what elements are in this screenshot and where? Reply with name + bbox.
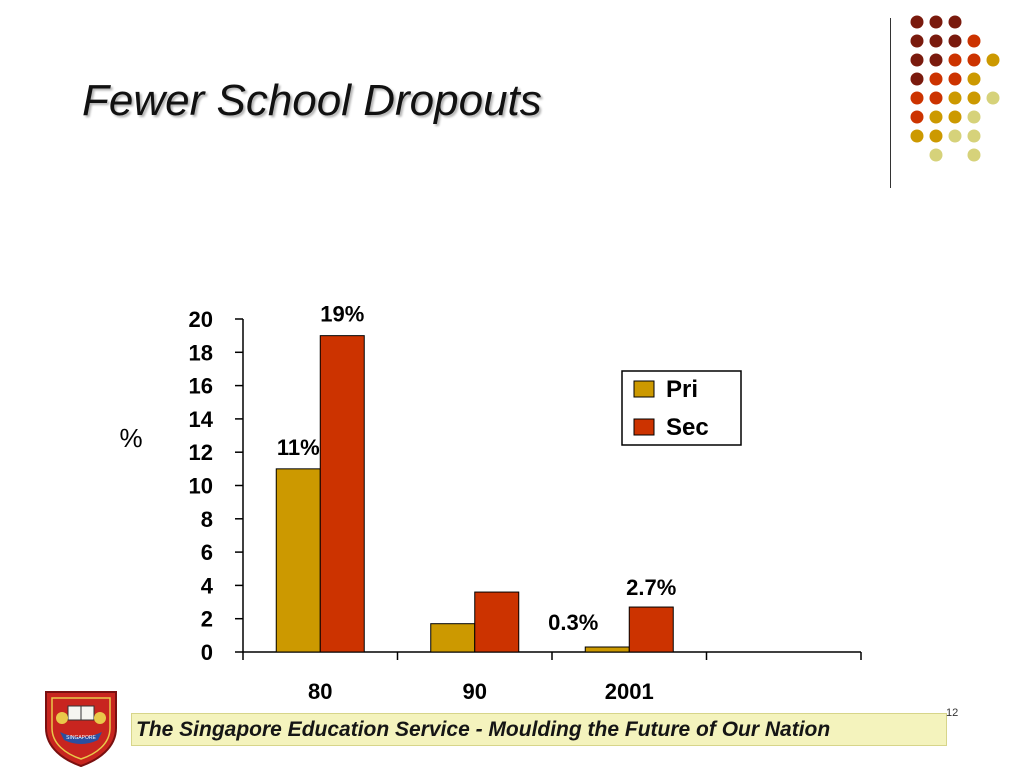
legend-swatch-pri [633,380,655,398]
decorative-dot [967,129,981,143]
decorative-dot [948,15,962,29]
singapore-education-crest-logo: SINGAPORE [45,691,117,768]
y-tick-label: 0 [201,640,213,665]
decorative-dot [929,72,943,86]
legend: Pri Sec [621,370,742,446]
slide-number: 12 [946,707,959,719]
decorative-dot [967,148,981,162]
y-tick-label: 6 [201,540,213,565]
decorative-dot [910,129,924,143]
decorative-dot [986,53,1000,67]
decorative-dot [929,34,943,48]
decorative-dot [910,34,924,48]
y-axis-label: % [119,423,142,453]
title-divider [890,18,891,188]
decorative-dot [910,15,924,29]
decorative-dot [948,72,962,86]
decorative-dot [929,53,943,67]
decorative-dot [948,110,962,124]
svg-text:SINGAPORE: SINGAPORE [66,735,96,741]
decorative-dot [948,34,962,48]
bars [275,335,674,653]
legend-label-sec: Sec [666,414,709,441]
y-tick-label: 16 [189,374,213,399]
data-labels: 11% 0.3% 19% 2.7% [277,302,676,635]
decorative-dot [910,72,924,86]
data-label: 19% [320,302,364,327]
decorative-dot [929,129,943,143]
legend-label-pri: Pri [666,376,698,403]
x-category-label: 2001 [605,679,654,700]
decorative-dot [967,53,981,67]
decorative-dot [967,34,981,48]
footer-tagline: The Singapore Education Service - Mouldi… [136,718,831,741]
y-tick-label: 20 [189,307,213,332]
y-tick-label: 2 [201,607,213,632]
data-label: 2.7% [626,575,676,600]
legend-swatch-sec [633,418,655,436]
decorative-dot [948,53,962,67]
x-category-label: 80 [308,679,332,700]
decorative-dot [910,91,924,105]
decorative-dot [929,110,943,124]
decorative-dot [929,15,943,29]
bar-pri [275,468,321,653]
bar-chart: 0 2 4 6 8 10 12 14 16 18 20% 80 90 2001 11% 0.3% 19% 2.… [119,302,862,700]
decorative-dot [967,110,981,124]
decorative-dot [910,53,924,67]
decorative-dot-grid [910,15,1000,162]
y-tick-label: 14 [189,407,214,432]
bar-sec [319,335,365,653]
bar-pri [584,646,630,653]
footer-banner [131,713,947,746]
bar-pri [430,623,476,653]
decorative-dot [948,129,962,143]
x-axis: 80 90 2001 [242,651,862,700]
x-category-label: 90 [463,679,487,700]
y-tick-label: 10 [189,474,213,499]
decorative-dot [967,91,981,105]
slide-title: Fewer School Dropouts [82,76,542,125]
bar-sec [474,591,520,653]
decorative-dot [929,91,943,105]
y-tick-label: 8 [201,507,213,532]
y-tick-label: 18 [189,340,213,365]
decorative-dot [948,91,962,105]
decorative-dot [967,72,981,86]
decorative-dot [929,148,943,162]
bar-sec [628,606,674,653]
decorative-dot [986,91,1000,105]
y-axis: 0 2 4 6 8 10 12 14 16 18 20% [119,307,244,665]
y-tick-label: 4 [201,573,214,598]
data-label: 0.3% [548,610,598,635]
y-tick-label: 12 [189,440,213,465]
decorative-dot [910,110,924,124]
data-label: 11% [277,435,320,460]
